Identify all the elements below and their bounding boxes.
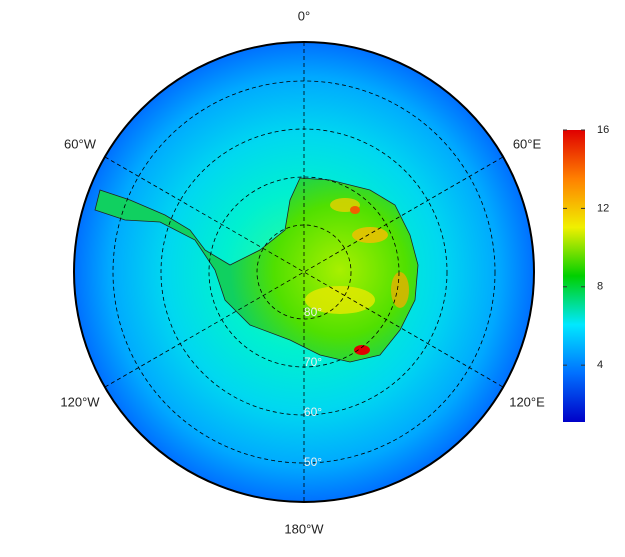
latitude-label: 60° bbox=[304, 405, 322, 419]
colorbar-tick-label: 12 bbox=[597, 202, 609, 214]
colorbar-tick-label: 4 bbox=[597, 359, 603, 371]
longitude-label: 0° bbox=[298, 8, 310, 23]
longitude-label: 180°W bbox=[284, 521, 324, 536]
colorbar bbox=[563, 130, 585, 422]
map-field bbox=[74, 42, 534, 502]
colorbar-tick-label: 16 bbox=[597, 124, 609, 136]
map-border bbox=[73, 41, 535, 503]
colorbar-tick-label: 8 bbox=[597, 281, 603, 293]
latitude-label: 70° bbox=[304, 355, 322, 369]
longitude-label: 120°E bbox=[509, 394, 545, 409]
graticule bbox=[104, 42, 504, 502]
longitude-label: 120°W bbox=[60, 394, 100, 409]
longitude-label: 60°E bbox=[513, 136, 542, 151]
longitude-label: 60°W bbox=[64, 136, 97, 151]
latitude-label: 80° bbox=[304, 305, 322, 319]
latitude-label: 50° bbox=[304, 455, 322, 469]
